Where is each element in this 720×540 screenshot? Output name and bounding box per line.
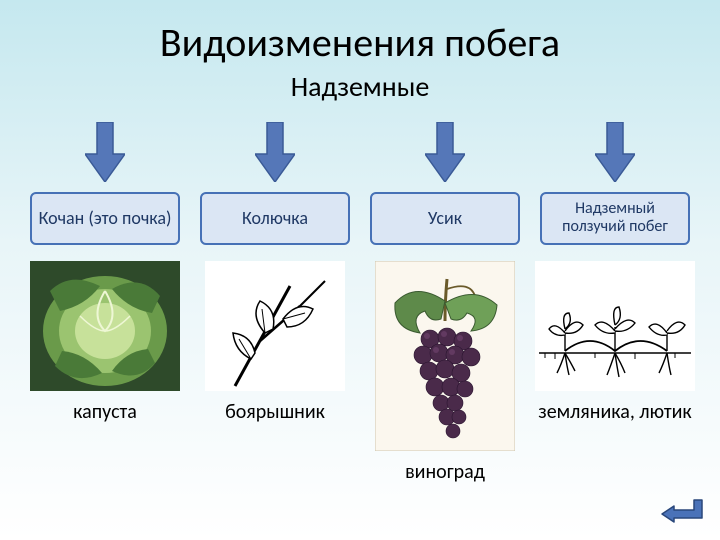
box-kolyuchka: Колючка xyxy=(200,192,350,245)
arrow-1 xyxy=(25,122,185,182)
item-strawberry: земляника, лютик xyxy=(535,261,695,424)
caption-strawberry: земляника, лютик xyxy=(538,401,691,424)
arrow-4 xyxy=(535,122,695,182)
box-label: Усик xyxy=(428,208,462,229)
images-row: капуста боярышник xyxy=(0,261,720,484)
down-arrow-icon xyxy=(595,122,635,182)
box-label: Надземный ползучий побег xyxy=(546,200,684,237)
slide-subtitle: Надземные xyxy=(0,69,720,104)
box-label: Кочан (это почка) xyxy=(39,208,172,229)
item-grape: виноград xyxy=(365,261,525,484)
return-arrow-icon xyxy=(660,498,704,528)
cabbage-image xyxy=(30,261,180,391)
slide-content: Видоизменения побега Надземные Кочан ( xyxy=(0,0,720,540)
caption-hawthorn: боярышник xyxy=(225,401,325,424)
arrows-row xyxy=(0,122,720,182)
grape-image xyxy=(375,261,515,451)
slide-title: Видоизменения побега xyxy=(0,0,720,67)
strawberry-image xyxy=(535,261,695,391)
down-arrow-icon xyxy=(255,122,295,182)
arrow-3 xyxy=(365,122,525,182)
boxes-row: Кочан (это почка) Колючка Усик Надземный… xyxy=(0,192,720,245)
hawthorn-image xyxy=(205,261,345,391)
arrow-2 xyxy=(195,122,355,182)
box-label: Колючка xyxy=(242,208,308,229)
down-arrow-icon xyxy=(85,122,125,182)
box-kochan: Кочан (это почка) xyxy=(30,192,180,245)
nav-back-button[interactable] xyxy=(660,498,704,528)
item-cabbage: капуста xyxy=(25,261,185,424)
item-hawthorn: боярышник xyxy=(195,261,355,424)
down-arrow-icon xyxy=(425,122,465,182)
box-pobeg: Надземный ползучий побег xyxy=(540,192,690,245)
caption-grape: виноград xyxy=(405,461,485,484)
box-usik: Усик xyxy=(370,192,520,245)
caption-cabbage: капуста xyxy=(73,401,137,424)
